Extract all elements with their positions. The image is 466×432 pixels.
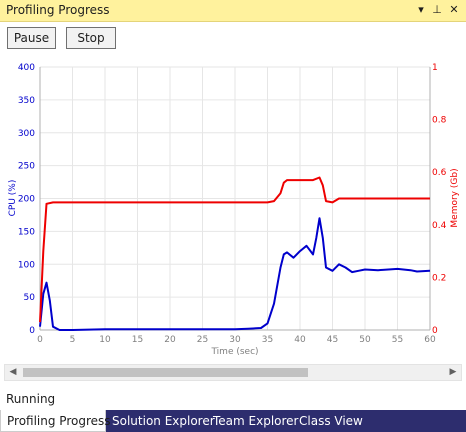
x-tick-label: 15 — [132, 335, 143, 345]
y-tick-label-right: 0.4 — [432, 221, 447, 231]
x-tick-label: 30 — [229, 335, 241, 345]
tab-bar: Profiling Progress Solution Explorer Tea… — [0, 410, 466, 432]
status-text: Running — [6, 392, 56, 406]
y-tick-label-left: 250 — [18, 162, 35, 172]
horizontal-scrollbar[interactable]: ◀ ▶ — [4, 364, 462, 381]
y-tick-label-left: 350 — [18, 96, 35, 106]
title-bar: Profiling Progress ▾ ⊥ ✕ — [0, 0, 466, 22]
y-tick-label-left: 300 — [18, 129, 35, 139]
x-tick-label: 50 — [359, 335, 371, 345]
x-tick-label: 40 — [294, 335, 306, 345]
y-tick-label-left: 150 — [18, 227, 35, 237]
y-tick-label-left: 100 — [18, 260, 35, 270]
y-tick-label-right: 0.2 — [432, 273, 446, 283]
scrollbar-thumb[interactable] — [23, 368, 308, 377]
pin-icon[interactable]: ⊥ — [432, 3, 442, 16]
y-tick-label-right: 0.6 — [432, 168, 447, 178]
x-tick-label: 25 — [197, 335, 208, 345]
memory-series-line — [39, 176, 430, 323]
y-axis-label-left: CPU (%) — [8, 180, 18, 217]
stop-button[interactable]: Stop — [66, 27, 116, 49]
y-tick-label-left: 200 — [18, 195, 35, 205]
chart-series — [39, 176, 431, 331]
cpu-series-line — [39, 217, 431, 331]
x-tick-label: 10 — [99, 335, 111, 345]
close-icon[interactable]: ✕ — [449, 3, 459, 16]
y-axis-label-right: Memory (Gb) — [450, 168, 460, 227]
window-title: Profiling Progress — [6, 3, 110, 17]
x-axis-label: Time (sec) — [210, 347, 258, 357]
dropdown-icon[interactable]: ▾ — [418, 3, 424, 16]
scroll-left-icon[interactable]: ◀ — [9, 367, 17, 377]
y-tick-label-right: 0.8 — [432, 116, 447, 126]
profiling-chart: 0 5 10 15 20 25 30 35 40 45 50 55 600501001502002503… — [8, 63, 460, 357]
tab-profiling-progress[interactable]: Profiling Progress — [0, 410, 111, 432]
scroll-right-icon[interactable]: ▶ — [449, 367, 457, 377]
chart-axes: 0 5 10 15 20 25 30 35 40 45 50 55 600501001502002503… — [18, 63, 447, 345]
x-tick-label: 45 — [327, 335, 338, 345]
x-tick-label: 20 — [164, 335, 176, 345]
x-tick-label: 55 — [392, 335, 403, 345]
x-tick-label: 0 — [37, 335, 43, 345]
x-tick-label: 5 — [70, 335, 76, 345]
tab-solution-explorer[interactable]: Solution Explorer — [112, 414, 215, 428]
y-tick-label-right: 1 — [432, 63, 438, 73]
y-tick-label-left: 50 — [24, 293, 36, 303]
x-tick-label: 60 — [424, 335, 436, 345]
pause-button[interactable]: Pause — [7, 27, 56, 49]
y-tick-label-left: 0 — [29, 326, 35, 336]
tab-class-view[interactable]: Class View — [299, 414, 363, 428]
tab-team-explorer[interactable]: Team Explorer — [213, 414, 299, 428]
y-tick-label-left: 400 — [18, 63, 35, 73]
x-tick-label: 35 — [262, 335, 273, 345]
y-tick-label-right: 0 — [432, 326, 438, 336]
